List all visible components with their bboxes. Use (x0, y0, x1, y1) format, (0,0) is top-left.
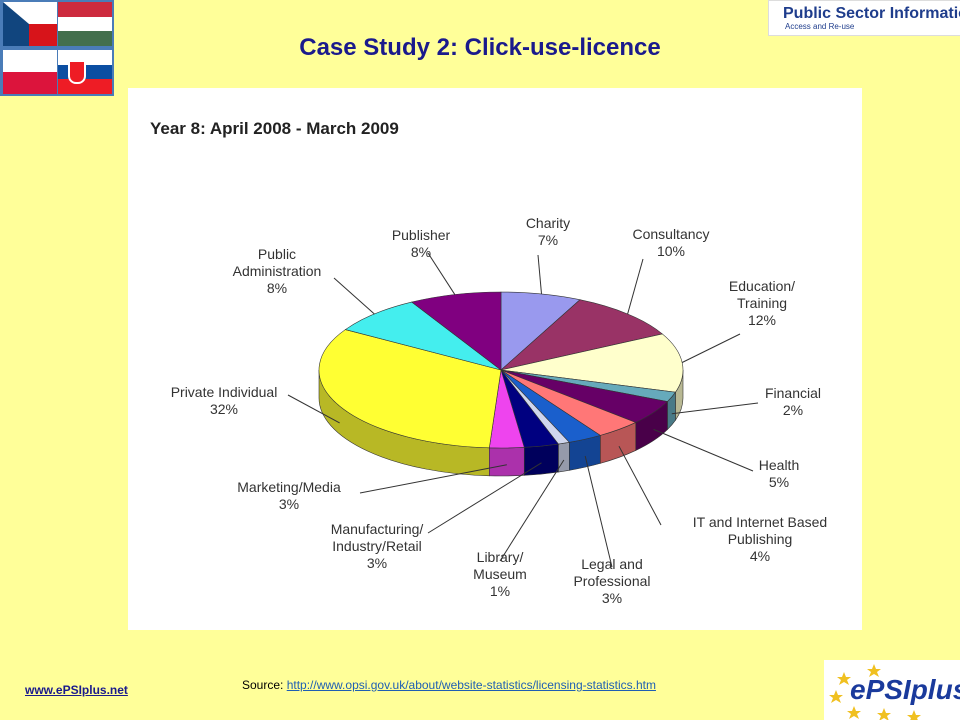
chart-title: Year 8: April 2008 - March 2009 (150, 119, 399, 138)
slovakia-flag-icon (58, 50, 112, 94)
slice-label: Education/Training 12% (729, 278, 795, 328)
leader-line (499, 459, 565, 562)
slice-label: Marketing/Media 3% (237, 479, 341, 512)
leader-line (427, 462, 542, 534)
pie-sides (318, 369, 684, 477)
slice-side (558, 441, 570, 473)
hungary-flag-icon (58, 2, 112, 46)
leader-line (537, 254, 542, 295)
psi-logo-subtext: Access and Re-use (785, 22, 855, 31)
page-title: Case Study 2: Click-use-licence (299, 34, 661, 61)
slice-label: Private Individual 32% (171, 384, 278, 417)
slice-side (489, 447, 525, 477)
leader-line (671, 402, 759, 415)
pie-slice (344, 301, 502, 371)
site-link[interactable]: www.ePSIplus.net (25, 683, 128, 697)
leader-line (359, 464, 507, 494)
chart-panel: Year 8: April 2008 - March 2009 Charity 7… (128, 88, 862, 630)
pie-slice (499, 299, 664, 371)
source-link[interactable]: http://www.opsi.gov.uk/about/website-sta… (286, 678, 656, 692)
slice-label: Charity 7% (526, 215, 570, 248)
psi-logo: Public Sector Information Access and Re-… (768, 0, 960, 36)
slice-label: Consultancy 10% (632, 226, 709, 259)
slice-label: Legal and Professional 3% (573, 556, 650, 606)
epsiplus-logo-text: ePSIplus (850, 674, 960, 705)
slice-label: Health 5% (759, 457, 799, 490)
leader-line (333, 277, 375, 315)
pie-slice (411, 291, 502, 371)
leader-lines (287, 252, 759, 568)
slice-labels: Charity 7% Consultancy 10% Education/Trainin… (171, 215, 828, 606)
stars-icon (829, 664, 921, 720)
source-label: Source: (242, 678, 284, 692)
flags-image (0, 0, 114, 96)
pie-tops (318, 291, 684, 449)
poland-flag-icon (3, 50, 57, 94)
slice-label: Financial 2% (765, 385, 821, 418)
leader-line (681, 333, 741, 363)
slice-label: IT and Internet Based Publishing 4% (693, 514, 827, 564)
leader-line (287, 394, 340, 424)
psi-logo-text: Public Sector Information (783, 5, 960, 22)
slice-label: Library/Museum 1% (473, 549, 527, 599)
leader-line (653, 428, 754, 472)
leader-line (427, 252, 456, 295)
leader-line (627, 258, 644, 315)
epsiplus-logo: ePSIplus (824, 660, 960, 720)
slice-label: Public Administration 8% (233, 246, 322, 296)
source-line: Source: http://www.opsi.gov.uk/about/web… (242, 678, 656, 692)
pie-slice (318, 329, 502, 449)
leader-line (584, 455, 613, 568)
slice-label: Manufacturing/Industry/Retail 3% (331, 521, 424, 571)
pie-slice (500, 333, 684, 393)
slice-label: Publisher 8% (392, 227, 451, 260)
leader-line (618, 445, 662, 526)
czech-flag-icon (3, 2, 57, 46)
pie-chart: Year 8: April 2008 - March 2009 Charity 7… (150, 119, 828, 606)
